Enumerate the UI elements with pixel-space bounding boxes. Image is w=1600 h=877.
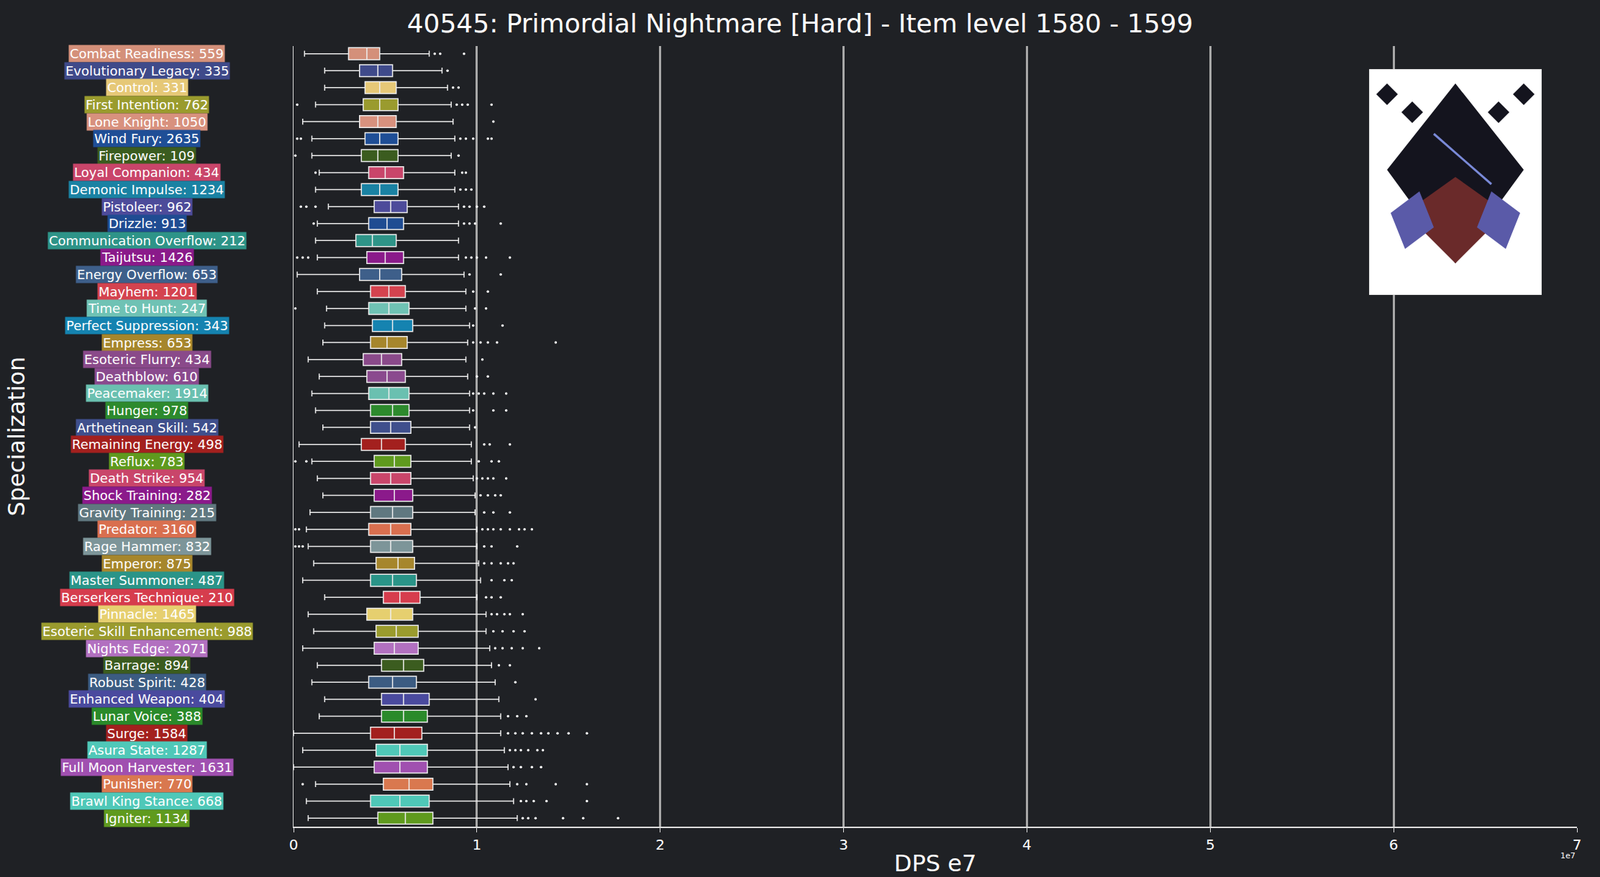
svg-text:Mayhem: 1201: Mayhem: 1201: [98, 284, 196, 300]
svg-text:Nights Edge: 2071: Nights Edge: 2071: [87, 641, 207, 657]
svg-text:Demonic Impulse: 1234: Demonic Impulse: 1234: [69, 182, 224, 198]
svg-text:Full Moon Harvester: 1631: Full Moon Harvester: 1631: [61, 759, 233, 775]
svg-text:Rage Hammer: 832: Rage Hammer: 832: [84, 538, 211, 554]
svg-text:5: 5: [1205, 835, 1216, 854]
svg-text:Control: 331: Control: 331: [107, 79, 188, 95]
svg-text:Perfect Suppression: 343: Perfect Suppression: 343: [66, 317, 229, 334]
svg-text:First Intention: 762: First Intention: 762: [85, 97, 208, 113]
svg-text:Remaining Energy: 498: Remaining Energy: 498: [71, 436, 223, 452]
svg-text:Shock Training: 282: Shock Training: 282: [83, 487, 211, 503]
svg-text:Gravity Training: 215: Gravity Training: 215: [79, 505, 216, 521]
svg-text:Loyal Companion: 434: Loyal Companion: 434: [74, 164, 220, 180]
svg-text:Asura State: 1287: Asura State: 1287: [88, 742, 206, 758]
svg-text:40545: Primordial Nightmare [H: 40545: Primordial Nightmare [Hard] - Ite…: [407, 8, 1194, 39]
svg-text:DPS e7: DPS e7: [894, 849, 977, 877]
svg-text:Pistoleer: 962: Pistoleer: 962: [102, 199, 192, 215]
svg-text:Taijutsu: 1426: Taijutsu: 1426: [101, 249, 193, 265]
svg-text:Robust Spirit: 428: Robust Spirit: 428: [89, 674, 206, 690]
svg-text:Brawl King Stance: 668: Brawl King Stance: 668: [71, 793, 223, 809]
svg-text:Energy Overflow: 653: Energy Overflow: 653: [76, 266, 217, 283]
svg-text:Drizzle: 913: Drizzle: 913: [108, 215, 186, 231]
svg-text:Firepower: 109: Firepower: 109: [98, 148, 195, 164]
svg-text:Predator: 3160: Predator: 3160: [98, 521, 195, 537]
svg-text:4: 4: [1022, 835, 1032, 854]
svg-text:Time to Hunt: 247: Time to Hunt: 247: [87, 300, 206, 316]
svg-text:Barrage: 894: Barrage: 894: [104, 657, 190, 673]
svg-text:Evolutionary Legacy: 335: Evolutionary Legacy: 335: [65, 63, 229, 79]
svg-text:3: 3: [838, 835, 849, 854]
svg-text:Pinnacle: 1465: Pinnacle: 1465: [99, 606, 195, 622]
svg-text:0: 0: [289, 835, 299, 854]
svg-text:Esoteric Flurry: 434: Esoteric Flurry: 434: [84, 351, 211, 367]
svg-text:Deathblow: 610: Deathblow: 610: [95, 369, 198, 385]
svg-text:Lunar Voice: 388: Lunar Voice: 388: [92, 708, 202, 724]
svg-text:Surge: 1584: Surge: 1584: [107, 725, 187, 742]
svg-text:Combat Readiness: 559: Combat Readiness: 559: [69, 46, 224, 62]
svg-text:Arthetinean Skill: 542: Arthetinean Skill: 542: [76, 420, 218, 436]
svg-text:6: 6: [1389, 835, 1399, 854]
svg-text:Lone Knight: 1050: Lone Knight: 1050: [87, 114, 207, 130]
svg-text:Wind Fury: 2635: Wind Fury: 2635: [94, 130, 200, 147]
svg-text:Empress: 653: Empress: 653: [102, 335, 192, 351]
svg-text:1e7: 1e7: [1560, 851, 1576, 861]
svg-text:Igniter: 1134: Igniter: 1134: [105, 810, 189, 826]
svg-text:Hunger: 978: Hunger: 978: [106, 402, 188, 418]
svg-text:Communication Overflow: 212: Communication Overflow: 212: [48, 233, 246, 249]
svg-text:Specialization: Specialization: [2, 356, 31, 517]
svg-text:Death Strike: 954: Death Strike: 954: [89, 470, 204, 486]
svg-text:Esoteric Skill Enhancement: 98: Esoteric Skill Enhancement: 988: [42, 623, 252, 639]
svg-text:2: 2: [655, 835, 665, 854]
svg-text:Enhanced Weapon: 404: Enhanced Weapon: 404: [69, 691, 224, 707]
svg-text:Punisher: 770: Punisher: 770: [102, 776, 192, 792]
svg-text:Berserkers Technique: 210: Berserkers Technique: 210: [61, 589, 234, 606]
svg-text:1: 1: [471, 835, 482, 854]
svg-text:Master Summoner: 487: Master Summoner: 487: [70, 572, 224, 588]
svg-text:7: 7: [1572, 835, 1583, 854]
svg-text:Emperor: 875: Emperor: 875: [102, 556, 192, 572]
svg-text:Peacemaker: 1914: Peacemaker: 1914: [87, 385, 208, 401]
svg-text:Reflux: 783: Reflux: 783: [110, 453, 184, 470]
